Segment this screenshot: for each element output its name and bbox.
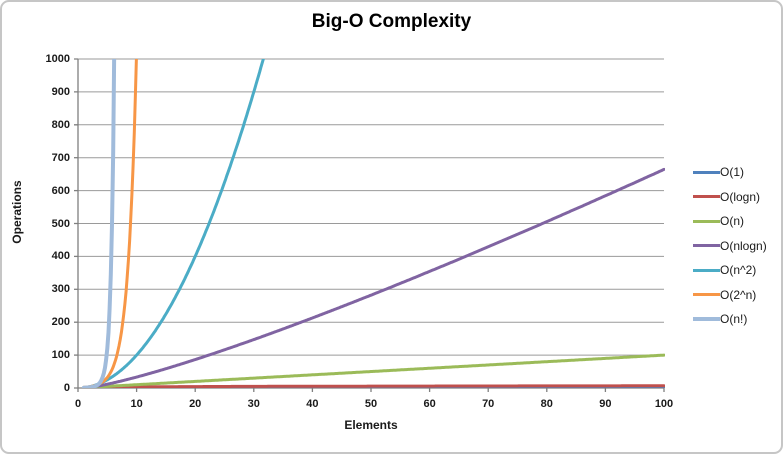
legend-swatch-o1 — [693, 170, 720, 174]
y-tick-label: 100 — [51, 349, 70, 362]
x-tick-label: 100 — [654, 398, 674, 410]
x-tick-label: 80 — [540, 398, 553, 410]
series-line-ologn — [82, 384, 665, 388]
series-line-onfact — [81, 59, 117, 388]
x-tick-label: 40 — [306, 398, 319, 410]
y-tick-label: 0 — [63, 382, 70, 394]
legend-label-ologn: O(logn) — [720, 189, 761, 204]
x-tick-label: 50 — [364, 398, 378, 410]
y-tick-label: 600 — [51, 184, 70, 197]
y-tick-label: 900 — [51, 85, 70, 98]
legend-item-onfact: O(n!) — [693, 307, 767, 332]
x-tick-label: 20 — [189, 398, 202, 410]
y-tick-label: 200 — [51, 316, 70, 329]
legend-label-o1: O(1) — [720, 165, 744, 180]
legend-item-o2n: O(2^n) — [693, 283, 767, 308]
legend-swatch-on — [693, 219, 720, 223]
legend-label-on2: O(n^2) — [720, 263, 757, 278]
legend-label-on: O(n) — [720, 214, 744, 229]
y-tick-label: 800 — [51, 118, 70, 131]
series-line-o2n — [82, 59, 138, 388]
legend-item-o1: O(1) — [693, 160, 767, 185]
legend-item-onlogn: O(nlogn) — [693, 234, 767, 259]
legend-swatch-onfact — [693, 317, 720, 322]
x-tick-label: 90 — [599, 398, 612, 410]
y-tick-label: 400 — [51, 250, 70, 263]
x-tick-label: 30 — [247, 398, 260, 410]
x-axis-title: Elements — [344, 418, 398, 432]
chart-title: Big-O Complexity — [311, 11, 472, 32]
legend: O(1) O(logn) O(n) O(nlogn) O(n^2) O(2^n) O(n!) — [693, 160, 767, 332]
y-tick-label: 500 — [51, 217, 70, 230]
legend-label-onfact: O(n!) — [720, 312, 748, 327]
legend-label-o2n: O(2^n) — [720, 287, 757, 302]
x-tick-label: 0 — [74, 398, 82, 410]
x-tick-label: 60 — [423, 398, 436, 410]
legend-label-onlogn: O(nlogn) — [720, 238, 767, 253]
series-line-onlogn — [82, 167, 665, 388]
y-tick-label: 1000 — [45, 53, 70, 65]
legend-item-ologn: O(logn) — [693, 185, 767, 210]
legend-swatch-on2 — [693, 268, 720, 272]
legend-swatch-o2n — [693, 293, 720, 297]
y-tick-label: 700 — [51, 151, 70, 164]
legend-swatch-ologn — [693, 195, 720, 199]
y-tick-label: 300 — [51, 283, 70, 296]
x-tick-label: 10 — [130, 398, 143, 410]
legend-item-on2: O(n^2) — [693, 258, 767, 283]
x-tick-label: 70 — [482, 398, 495, 410]
series-line-on2 — [82, 59, 265, 388]
legend-swatch-onlogn — [693, 244, 720, 248]
series-group — [81, 59, 665, 388]
series-line-on — [82, 353, 665, 388]
legend-item-on: O(n) — [693, 209, 767, 234]
